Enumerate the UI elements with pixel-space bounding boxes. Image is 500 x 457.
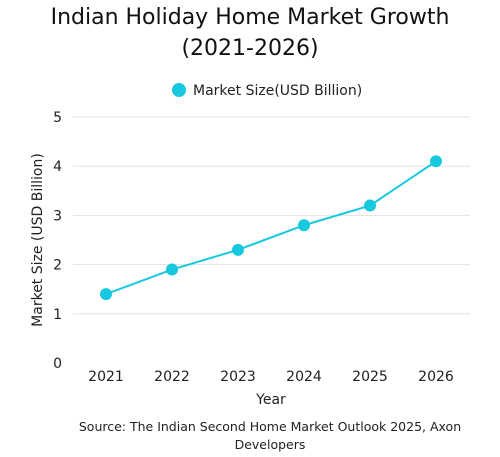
source-note: Source: The Indian Second Home Market Ou… (78, 419, 462, 452)
y-axis-title: Market Size (USD Billion) (30, 153, 46, 327)
chart-title-line-1: Indian Holiday Home Market Growth (50, 5, 450, 30)
series-market-size (100, 155, 442, 301)
x-axis-title: Year (255, 392, 286, 408)
y-tick-label: 5 (53, 110, 62, 126)
legend-label: Market Size(USD Billion) (193, 83, 362, 99)
data-point (364, 199, 376, 212)
data-point (232, 243, 244, 256)
legend-marker (172, 83, 186, 97)
y-tick-label: 0 (53, 356, 62, 372)
data-point (100, 288, 112, 301)
x-tick-label: 2021 (88, 369, 124, 385)
data-point (298, 219, 310, 232)
data-point (430, 155, 442, 168)
y-tick-label: 4 (53, 159, 62, 175)
gridlines (73, 116, 470, 315)
series-line (105, 160, 437, 296)
chart-title: Indian Holiday Home Market Growth (2021-… (0, 2, 500, 64)
y-tick-label: 3 (53, 208, 62, 224)
y-axis-ticks: 0 1 2 3 4 5 (53, 110, 62, 372)
chart-title-line-2: (2021-2026) (181, 36, 319, 61)
x-tick-label: 2022 (154, 369, 190, 385)
y-tick-label: 1 (53, 307, 62, 323)
legend: Market Size(USD Billion) (172, 83, 362, 99)
x-tick-label: 2023 (220, 369, 256, 385)
x-tick-label: 2025 (352, 369, 388, 385)
x-tick-label: 2026 (418, 369, 454, 385)
x-axis-ticks: 2021 2022 2023 2024 2025 2026 (88, 369, 454, 385)
data-point (166, 263, 178, 276)
y-tick-label: 2 (53, 258, 62, 274)
x-tick-label: 2024 (286, 369, 322, 385)
